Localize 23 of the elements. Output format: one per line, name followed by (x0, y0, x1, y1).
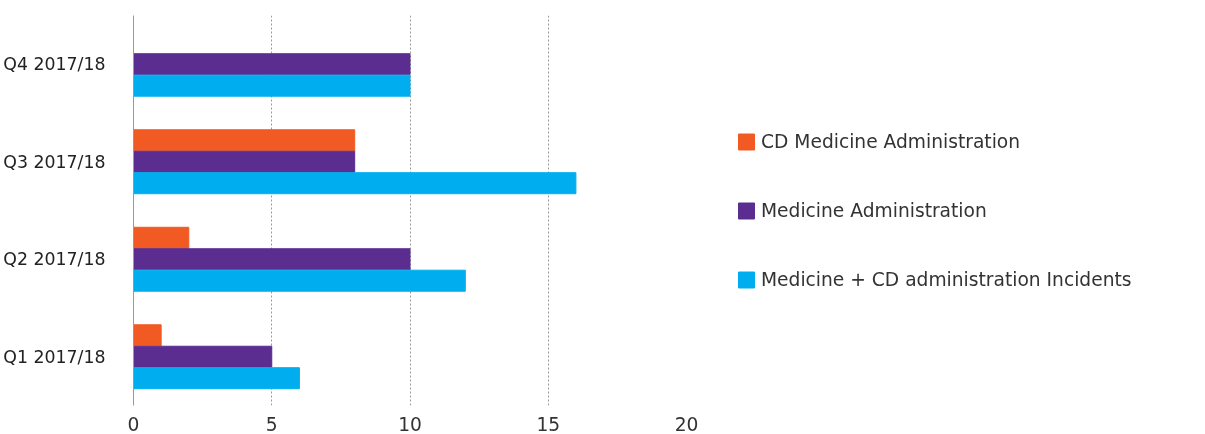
x-tick-label: 20 (674, 413, 699, 434)
x-tick-label: 15 (536, 413, 561, 434)
y-tick-label: Q3 2017/18 (3, 151, 106, 172)
bar (133, 74, 411, 97)
bar (133, 367, 300, 390)
bar (133, 248, 411, 271)
y-tick-label: Q1 2017/18 (3, 346, 106, 367)
bar (133, 172, 577, 195)
x-tick-label: 10 (398, 413, 422, 434)
legend-label: CD Medicine Administration (761, 130, 1021, 152)
bar (133, 269, 466, 292)
bar (133, 53, 411, 76)
y-tick-label: Q4 2017/18 (3, 54, 106, 75)
x-tick-label: 5 (265, 413, 278, 434)
legend-label: Medicine Administration (761, 199, 987, 221)
bar (133, 129, 356, 152)
bar (133, 226, 190, 249)
bar (133, 150, 356, 173)
bar (133, 345, 273, 368)
bar (133, 324, 162, 347)
y-tick-label: Q2 2017/18 (3, 249, 106, 270)
x-tick-label: 0 (127, 413, 140, 434)
legend-label: Medicine + CD administration Incidents (761, 268, 1132, 290)
